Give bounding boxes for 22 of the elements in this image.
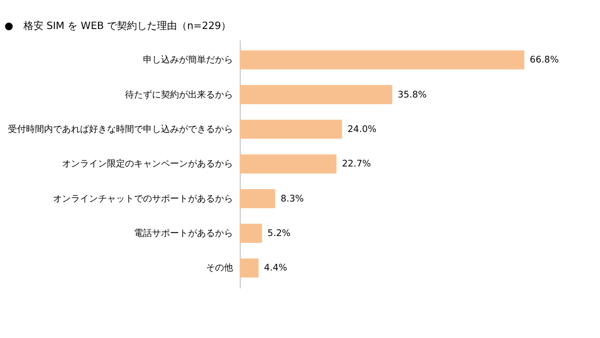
data-label: 35.8% <box>398 90 428 100</box>
bar <box>240 50 524 70</box>
data-label: 66.8% <box>530 56 560 66</box>
bar <box>240 189 276 208</box>
bar <box>240 85 392 104</box>
bar <box>240 154 336 174</box>
data-label: 4.4% <box>264 264 288 274</box>
bar <box>240 224 262 243</box>
y-tick-label: 申し込みが簡単だから <box>142 54 233 66</box>
bar <box>240 120 342 139</box>
data-label: 5.2% <box>267 229 291 240</box>
y-tick-label: オンラインチャットでのサポートがあるから <box>52 194 233 204</box>
y-tick-label: オンライン限定のキャンペーンがあるから <box>62 158 233 170</box>
y-tick-label: 電話サポートがあるから <box>134 228 233 240</box>
y-tick-label: 待たずに契約が出来るから <box>124 89 233 100</box>
data-label: 8.3% <box>280 194 304 204</box>
y-tick-label: その他 <box>206 262 233 274</box>
data-label: 22.7% <box>342 160 372 170</box>
bar <box>240 258 259 278</box>
text: ● 格安 SIM を WEB で契約した理由（n=229） <box>4 20 231 32</box>
data-label: 24.0% <box>348 124 377 135</box>
y-tick-label: 受付時間内であれば好きな時間で申し込みができるから <box>8 124 233 135</box>
